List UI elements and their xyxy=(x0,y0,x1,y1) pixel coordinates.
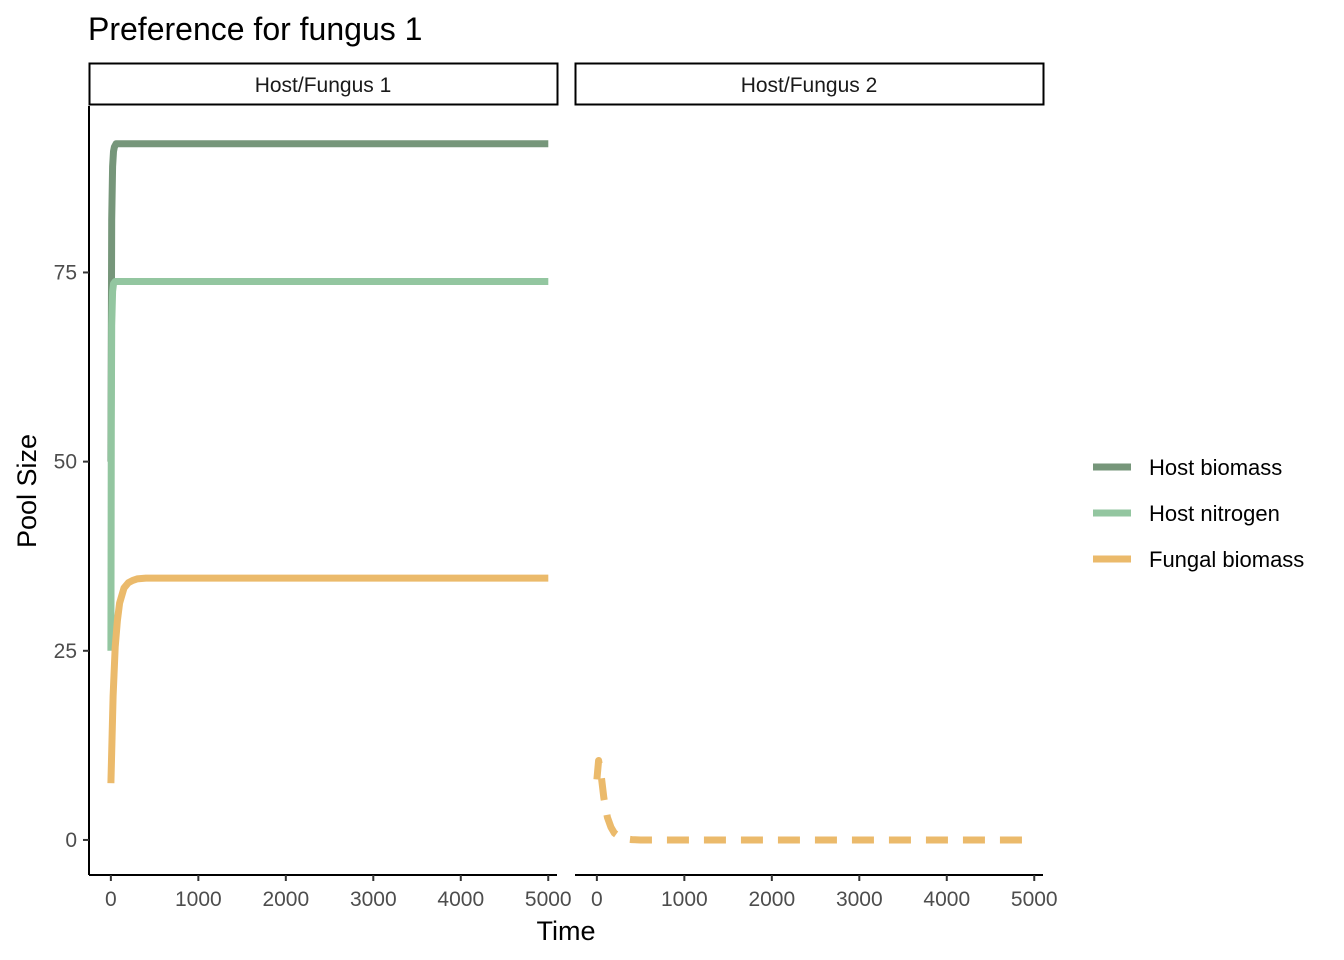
legend: Host biomass Host nitrogen Fungal biomass xyxy=(1093,455,1304,572)
panel-2-plot-area xyxy=(593,757,1035,844)
x-tick-label: 0 xyxy=(105,888,117,911)
x-tick-label: 5000 xyxy=(525,888,572,911)
legend-label: Fungal biomass xyxy=(1149,547,1304,572)
panel-1: Host/Fungus 1 xyxy=(88,62,559,784)
y-tick-label: 0 xyxy=(65,829,77,852)
x-axis-title: Time xyxy=(537,916,596,946)
panel-2-strip xyxy=(574,62,1045,106)
series-line-host-nitrogen xyxy=(107,278,549,651)
y-axis-title: Pool Size xyxy=(12,434,42,548)
x-tick-label: 3000 xyxy=(836,888,883,911)
y-tick-label: 50 xyxy=(54,451,77,474)
x-tick-label: 0 xyxy=(591,888,603,911)
series-line-fungal-biomass xyxy=(107,574,549,784)
y-tick-label: 75 xyxy=(54,261,77,284)
x-axes: 0 1000 2000 3000 4000 5000 0 1000 2000 3000 4000 50… xyxy=(89,874,1058,911)
y-tick-label: 25 xyxy=(54,640,77,663)
panel-1-plot-area xyxy=(107,140,549,784)
legend-label: Host biomass xyxy=(1149,455,1282,480)
panel-1-strip xyxy=(88,62,559,106)
panel-2-strip-label: Host/Fungus 2 xyxy=(741,74,878,97)
x-tick-label: 3000 xyxy=(350,888,397,911)
y-axis: 0 25 50 75 xyxy=(54,106,90,875)
x-tick-label: 1000 xyxy=(175,888,222,911)
x-tick-label: 1000 xyxy=(661,888,708,911)
x-tick-label: 4000 xyxy=(437,888,484,911)
x-tick-label: 5000 xyxy=(1011,888,1058,911)
chart-title: Preference for fungus 1 xyxy=(88,11,422,47)
legend-label: Host nitrogen xyxy=(1149,501,1280,526)
series-line-fungal-biomass xyxy=(593,757,1035,844)
series-line-host-biomass xyxy=(107,140,549,462)
panel-2: Host/Fungus 2 xyxy=(574,62,1045,844)
x-tick-label: 2000 xyxy=(262,888,309,911)
x-tick-label: 4000 xyxy=(923,888,970,911)
x-tick-label: 2000 xyxy=(748,888,795,911)
panel-1-strip-label: Host/Fungus 1 xyxy=(255,74,392,97)
